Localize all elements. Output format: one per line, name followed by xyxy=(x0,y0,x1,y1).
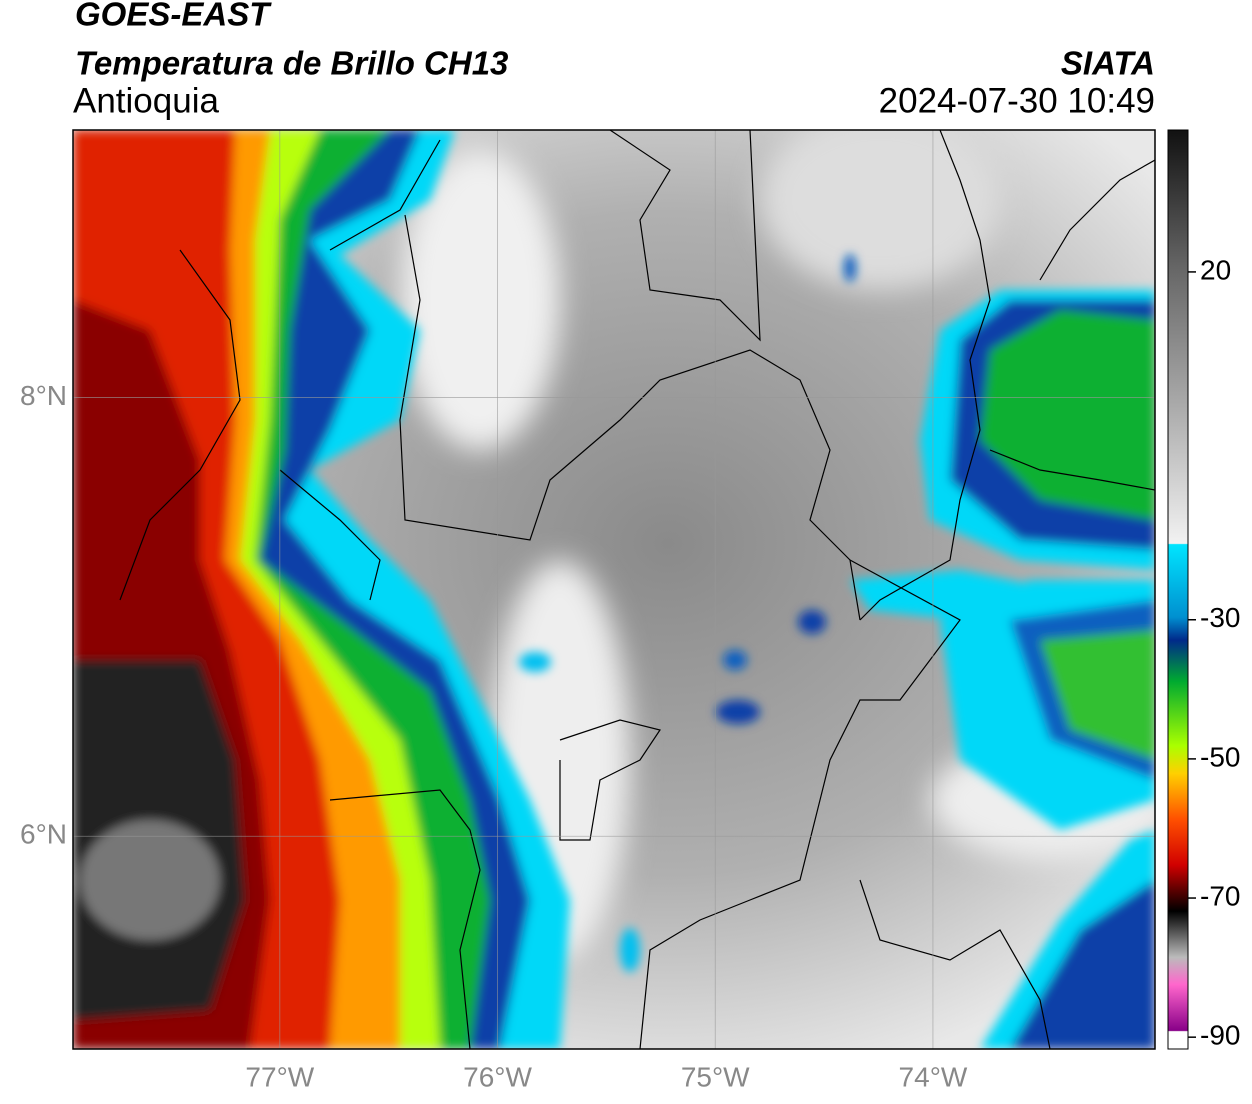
title: GOES-EAST xyxy=(75,0,272,33)
boundaries xyxy=(119,130,1155,1049)
lon-tick-label: 77°W xyxy=(245,1061,314,1092)
source: SIATA xyxy=(1061,45,1155,82)
lon-tick-label: 76°W xyxy=(463,1061,532,1092)
datetime: 2024-07-30 10:49 xyxy=(879,81,1155,120)
graticule xyxy=(73,130,1155,1049)
colorbar-tick-label: -90 xyxy=(1200,1020,1240,1051)
colorbar xyxy=(1167,129,1189,1050)
colorbar-tick-label: -70 xyxy=(1200,880,1240,911)
lon-tick-label: 75°W xyxy=(681,1061,750,1092)
satellite-image xyxy=(73,130,1155,1049)
map-frame xyxy=(72,129,1156,1050)
colorbar-tick-label: -50 xyxy=(1200,741,1240,772)
region: Antioquia xyxy=(73,81,219,120)
subtitle: Temperatura de Brillo CH13 xyxy=(75,45,508,82)
lat-tick-label: 6°N xyxy=(20,819,67,850)
colorbar-tick-label: 20 xyxy=(1200,254,1231,285)
lat-tick-label: 8°N xyxy=(20,380,67,411)
lon-tick-label: 74°W xyxy=(899,1061,968,1092)
colorbar-tick-label: -30 xyxy=(1200,602,1240,633)
